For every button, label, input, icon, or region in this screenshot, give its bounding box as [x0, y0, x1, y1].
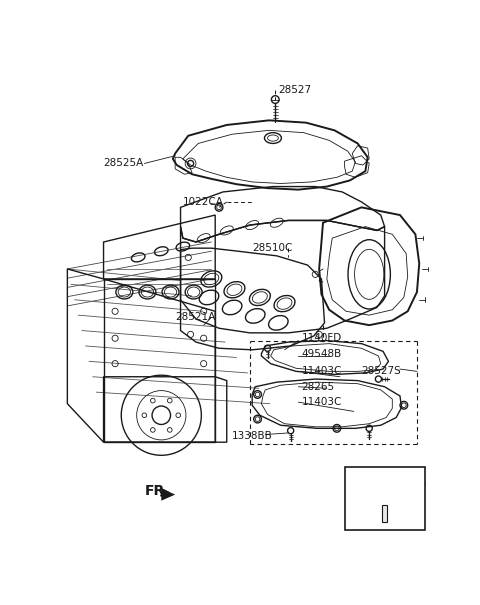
Text: 28525A: 28525A	[104, 159, 144, 168]
Text: 28527: 28527	[278, 85, 312, 94]
Text: FR.: FR.	[144, 483, 170, 497]
Text: 1022CA: 1022CA	[183, 197, 224, 207]
Text: 1140AA: 1140AA	[364, 471, 406, 481]
Bar	[382, 505, 387, 522]
Text: 1338BB: 1338BB	[232, 431, 273, 441]
Text: 28510C: 28510C	[252, 243, 292, 253]
Text: 28521A: 28521A	[175, 312, 216, 322]
Text: 28265: 28265	[301, 382, 335, 392]
Text: 11403C: 11403C	[301, 397, 342, 407]
Polygon shape	[161, 488, 175, 501]
Bar	[345, 467, 425, 530]
Text: 28527S: 28527S	[361, 367, 401, 376]
Circle shape	[378, 491, 392, 505]
Text: 49548B: 49548B	[301, 348, 342, 359]
Text: 1140FD: 1140FD	[301, 333, 342, 343]
Text: 11403C: 11403C	[301, 367, 342, 376]
